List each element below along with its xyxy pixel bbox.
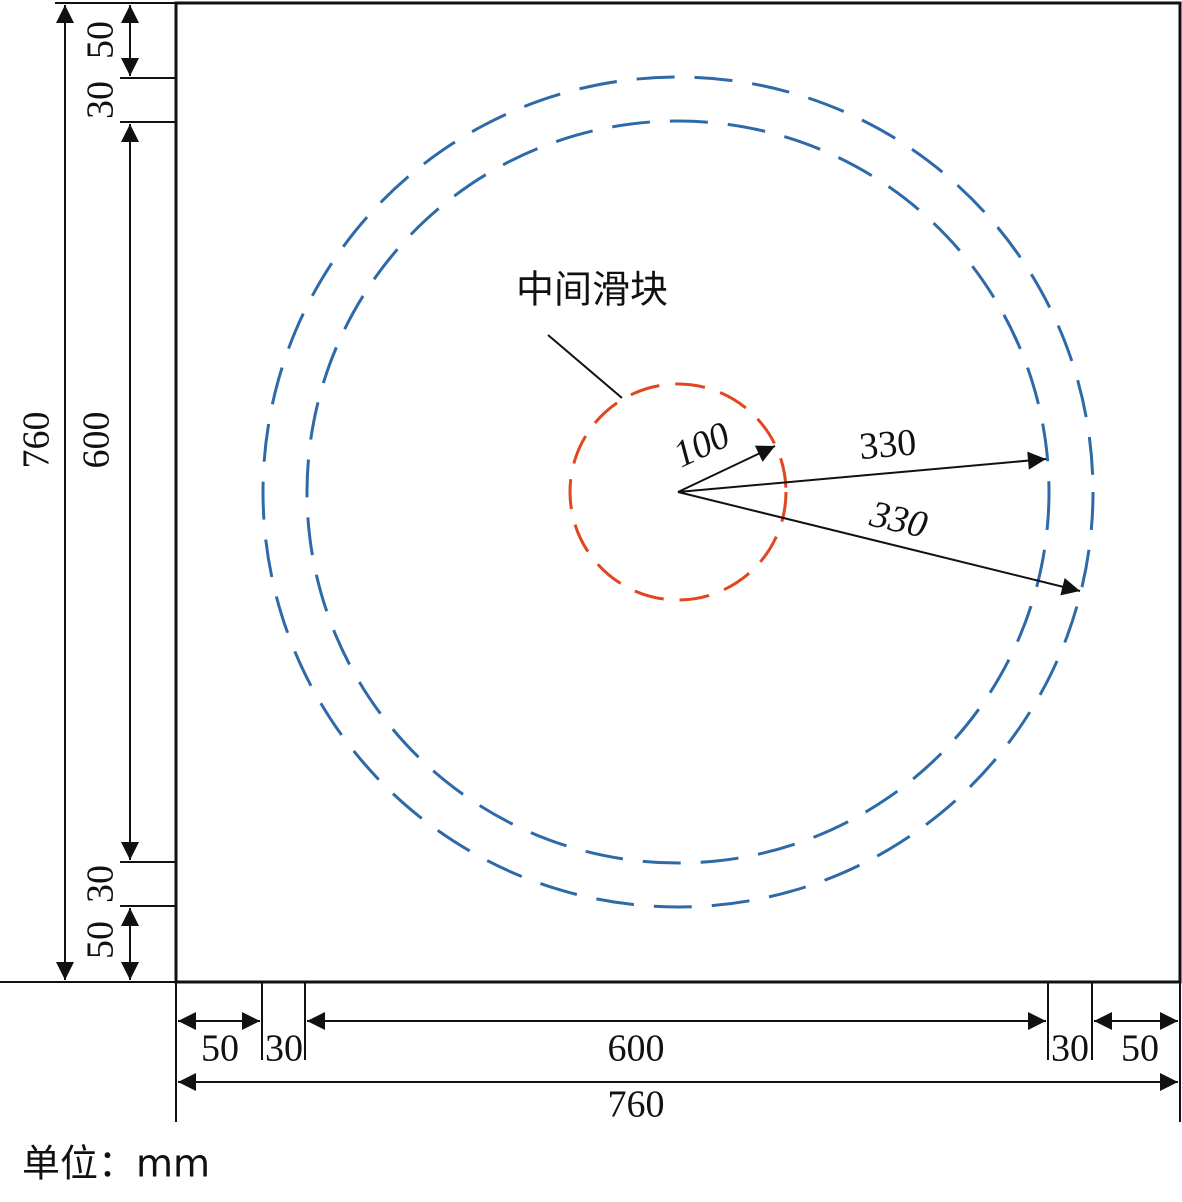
bottom-dimension-lines	[175, 982, 1181, 1122]
dimension-label: 760	[16, 412, 58, 469]
outer-circle	[261, 75, 1095, 909]
annotation: 中间滑块	[516, 268, 668, 312]
plate	[174, 1, 1182, 984]
dimension-label: 50	[80, 921, 122, 959]
dimension-label: 30	[1051, 1028, 1089, 1070]
unit-note: 单位：mm	[22, 1142, 210, 1186]
radius-label: 330	[865, 493, 931, 547]
leader-line	[547, 334, 623, 399]
inner-circle	[305, 119, 1051, 865]
radius-arrows	[677, 445, 1081, 596]
left-dimension-lines	[0, 2, 176, 983]
radius-label: 330	[857, 421, 917, 468]
dimension-label: 30	[265, 1028, 303, 1070]
dimension-label: 30	[80, 81, 122, 119]
radius-label: 100	[667, 414, 736, 476]
dimension-label: 600	[76, 412, 118, 469]
dimension-label: 50	[80, 21, 122, 59]
dimension-label: 30	[80, 865, 122, 903]
slider-circle	[568, 382, 788, 602]
dimension-label: 50	[201, 1028, 239, 1070]
dimension-label: 760	[608, 1084, 665, 1126]
dimension-label: 600	[608, 1028, 665, 1070]
dimension-label: 50	[1121, 1028, 1159, 1070]
